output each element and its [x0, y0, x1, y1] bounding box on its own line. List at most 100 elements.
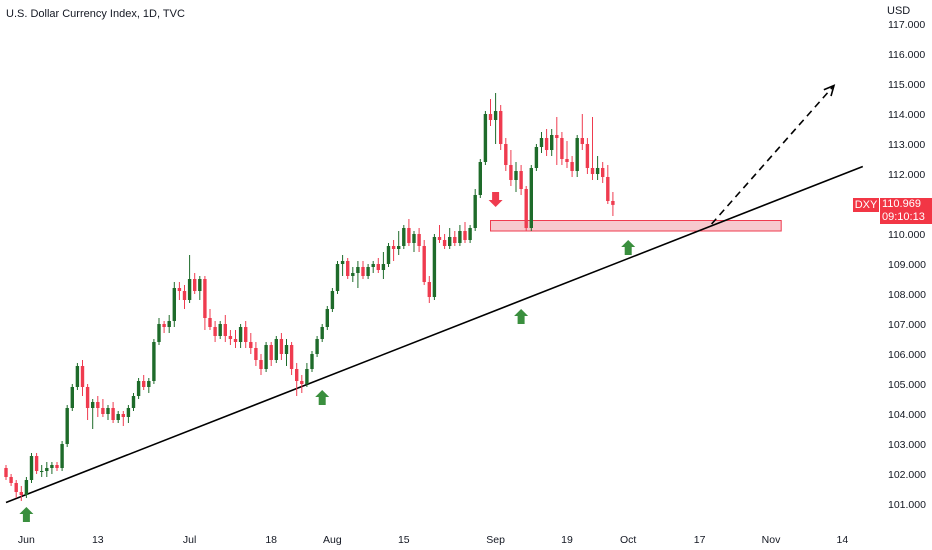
candle — [606, 165, 610, 204]
candle-body — [131, 396, 136, 408]
candle-body — [259, 360, 263, 369]
candle — [274, 336, 278, 363]
symbol-badge: DXY — [853, 198, 879, 212]
candle — [565, 141, 569, 168]
candle — [264, 342, 268, 372]
candle — [493, 93, 498, 144]
candle-body — [233, 339, 238, 342]
candle-body — [228, 336, 233, 339]
candle — [121, 411, 125, 426]
candle-body — [585, 144, 590, 168]
time-axis: Jun 13 Jul 18 Aug 15 Sep 19 Oct 17 Nov 14 — [18, 534, 848, 546]
time-tick-label: 17 — [694, 534, 706, 546]
candles-layer — [4, 93, 615, 501]
candle — [193, 273, 197, 294]
candle-body — [223, 324, 227, 336]
candle — [422, 240, 426, 285]
candle — [580, 114, 584, 150]
candle — [259, 354, 263, 375]
candle — [585, 138, 590, 174]
price-tick-label: 116.000 — [888, 49, 925, 61]
candle — [442, 234, 447, 249]
projection-arrowhead — [823, 84, 836, 97]
candle-body — [4, 468, 8, 477]
candle-body — [96, 402, 100, 408]
candle — [162, 321, 166, 333]
candle — [544, 129, 549, 156]
candle-body — [442, 240, 447, 246]
time-tick-label: Jun — [18, 534, 35, 546]
candle-body — [60, 444, 64, 468]
candle — [19, 486, 23, 501]
candle-body — [437, 237, 442, 240]
candle — [269, 342, 273, 366]
candle-body — [244, 327, 248, 342]
candle-body — [325, 309, 329, 327]
candle — [147, 378, 151, 393]
candle-body — [499, 111, 503, 144]
candle-body — [488, 114, 493, 120]
time-tick-label: 15 — [398, 534, 410, 546]
candle-body — [361, 267, 365, 276]
candle-body — [121, 414, 125, 417]
candle-body — [152, 342, 156, 381]
candle-body — [427, 282, 431, 297]
candle-body — [50, 465, 54, 468]
candle-body — [315, 339, 319, 354]
candle-body — [402, 228, 406, 246]
price-tick-label: 114.000 — [888, 109, 925, 121]
candle-body — [167, 321, 171, 327]
price-axis: 117.000 116.000 115.000 114.000 113.000 112.0… — [888, 19, 926, 511]
time-tick-label: 19 — [561, 534, 573, 546]
candle — [432, 234, 437, 300]
candle-body — [101, 408, 105, 414]
candle — [111, 402, 115, 423]
candle — [325, 306, 329, 330]
candle-body — [24, 480, 29, 495]
candle-body — [611, 201, 615, 205]
candle — [473, 189, 477, 231]
candle-body — [351, 273, 355, 276]
resistance-zone-layer — [490, 220, 782, 232]
candle-body — [453, 237, 457, 243]
time-tick-label: 18 — [265, 534, 277, 546]
countdown-badge: 09:10:13 — [880, 211, 932, 224]
candle — [453, 231, 457, 246]
candle — [381, 252, 386, 279]
candle — [601, 162, 605, 183]
candle — [509, 150, 513, 186]
candle-body — [417, 234, 421, 246]
candle — [249, 333, 253, 354]
candle-body — [187, 279, 192, 300]
candle — [391, 240, 396, 261]
candle — [310, 351, 314, 372]
candle-body — [391, 246, 396, 249]
up-arrow-marker — [621, 240, 636, 255]
candle-body — [136, 381, 141, 396]
candle — [4, 465, 8, 480]
candle-body — [208, 318, 212, 327]
candle — [514, 162, 518, 192]
down-arrow-marker — [488, 192, 503, 207]
time-tick-label: Nov — [762, 534, 781, 546]
candle — [346, 258, 350, 279]
candle — [172, 282, 176, 327]
candle — [529, 165, 533, 231]
candle — [96, 396, 100, 417]
candle-body — [264, 345, 268, 369]
candle — [555, 117, 559, 165]
candle — [320, 324, 324, 342]
candle-body — [570, 162, 574, 171]
price-tick-label: 103.000 — [888, 439, 926, 451]
candle — [284, 339, 289, 366]
candle-body — [65, 408, 69, 444]
candle — [75, 363, 80, 390]
candle-body — [213, 327, 217, 336]
candle — [575, 135, 579, 177]
price-tick-label: 107.000 — [888, 319, 926, 331]
candle — [335, 261, 340, 294]
support-trendline — [5, 165, 864, 504]
candle — [371, 261, 375, 273]
candle — [427, 276, 431, 303]
candle — [29, 453, 34, 483]
